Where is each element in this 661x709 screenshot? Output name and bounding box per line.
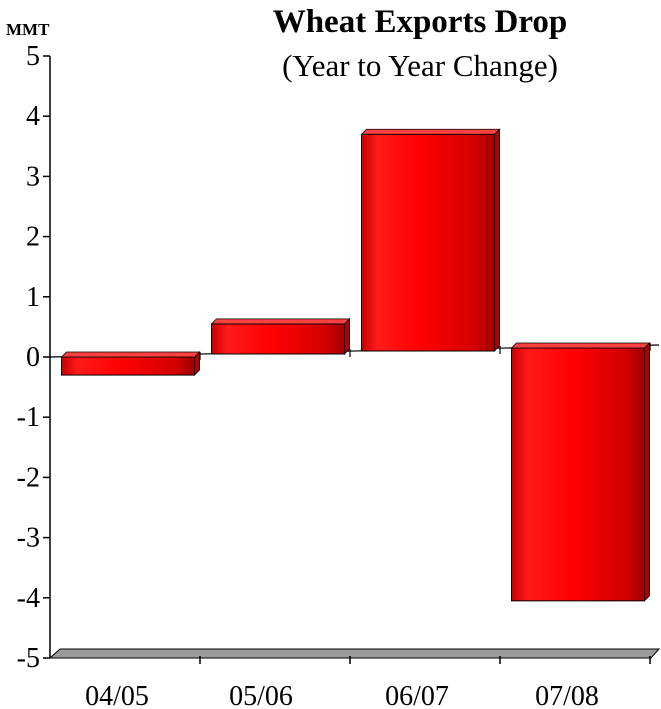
y-tick-label: -5 <box>17 643 40 674</box>
bar-top <box>360 128 501 135</box>
bar-top <box>60 351 201 358</box>
y-tick-label: -4 <box>17 583 40 614</box>
x-tick-label: 05/06 <box>229 681 293 709</box>
y-tick-label: 0 <box>26 342 40 373</box>
y-tick-label: -1 <box>17 402 40 433</box>
x-tick-label: 04/05 <box>85 681 149 709</box>
chart-subtitle: (Year to Year Change) <box>282 48 558 83</box>
bar-top <box>210 318 351 325</box>
y-tick-label: 1 <box>26 282 40 313</box>
chart-title: Wheat Exports Drop <box>272 4 568 40</box>
y-axis-unit-label: MMT <box>6 20 50 39</box>
bar-front <box>211 323 345 355</box>
bar-front <box>511 347 645 602</box>
x-tick-label: 06/07 <box>385 681 449 709</box>
bar-05-06 <box>210 317 351 355</box>
bar-07-08 <box>510 342 651 602</box>
bar-front <box>361 133 495 352</box>
y-tick-label: 4 <box>26 101 40 132</box>
bar-side <box>644 342 650 602</box>
bar-side <box>494 128 500 352</box>
y-tick-label: 2 <box>26 222 40 253</box>
bar-04-05 <box>60 351 201 377</box>
x-tick-label: 07/08 <box>535 681 599 709</box>
chart-floor <box>48 648 661 659</box>
y-tick-label: 5 <box>26 41 40 72</box>
y-tick-label: -2 <box>17 462 40 493</box>
bar-side <box>344 317 350 355</box>
bar-top <box>510 342 651 349</box>
bar-06-07 <box>360 128 501 352</box>
bar-front <box>61 356 195 376</box>
y-tick-label: 3 <box>26 161 40 192</box>
y-tick-label: -3 <box>17 523 40 554</box>
